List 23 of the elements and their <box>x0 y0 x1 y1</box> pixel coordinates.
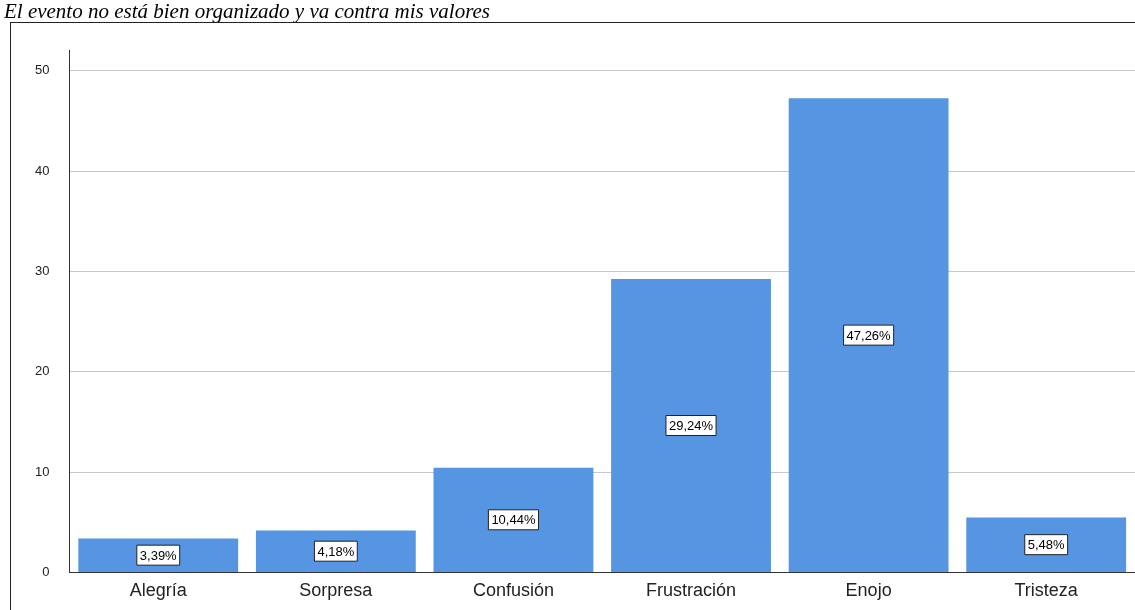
data-label: 47,26% <box>846 327 892 343</box>
data-label: 29,24% <box>668 418 714 434</box>
y-tick-label: 0 <box>42 563 50 579</box>
y-tick-label: 10 <box>34 463 50 479</box>
x-tick-label: Sorpresa <box>299 580 374 601</box>
x-tick-label: Confusión <box>472 580 554 601</box>
y-tick-label: 20 <box>34 363 50 379</box>
y-tick-label: 30 <box>34 263 50 279</box>
x-tick-label: Enojo <box>845 580 892 601</box>
x-tick-label: Frustración <box>646 580 737 601</box>
bar <box>788 98 949 572</box>
y-tick-label: 50 <box>34 62 50 78</box>
x-tick-label: Tristeza <box>1014 580 1079 601</box>
data-label: 3,39% <box>139 547 178 563</box>
bar <box>255 530 416 572</box>
y-tick-label: 40 <box>34 162 50 178</box>
bar <box>433 467 594 572</box>
x-tick-label: Alegría <box>129 580 188 601</box>
bar <box>966 517 1127 572</box>
bar <box>611 279 771 572</box>
data-label: 5,48% <box>1027 537 1066 553</box>
data-label: 10,44% <box>491 512 536 528</box>
data-label: 4,18% <box>317 543 355 559</box>
